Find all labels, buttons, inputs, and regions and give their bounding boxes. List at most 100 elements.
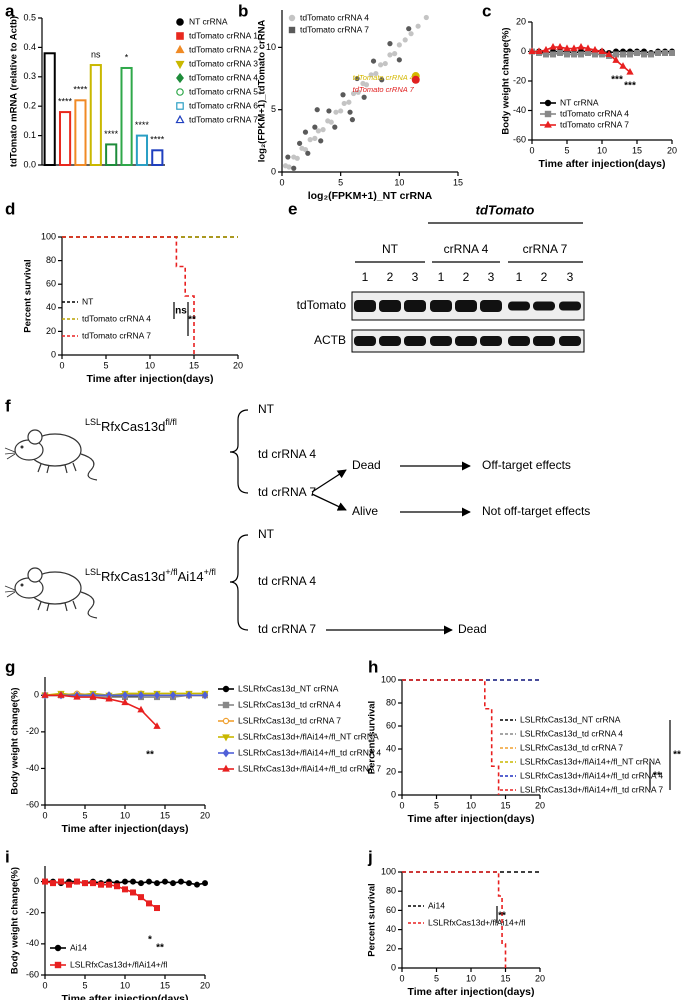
- legend-label: LSLRfxCas13d+/flAi14+/fl_NT crRNA: [520, 756, 661, 766]
- marker: [89, 692, 97, 700]
- annotation: ***: [624, 81, 636, 92]
- panel-label: b: [238, 1, 248, 20]
- y-tick-label: 20: [386, 943, 396, 953]
- y-tick-label: 80: [386, 697, 396, 707]
- marker: [549, 42, 557, 50]
- bar: [105, 143, 118, 166]
- legend-label: tdTomato crRNA 5: [189, 86, 258, 96]
- legend-label: LSLRfxCas13d+/flAi14+/fl_td crRNA 7: [238, 763, 381, 773]
- marker: [57, 878, 64, 885]
- x-tick-label: 20: [535, 800, 545, 810]
- marker: [556, 49, 563, 56]
- marker: [570, 51, 577, 58]
- x-tick-label: 20: [200, 980, 210, 990]
- x-tick-label: 15: [632, 145, 642, 155]
- marker: [178, 878, 185, 885]
- point: [302, 129, 309, 135]
- point: [333, 109, 339, 115]
- bar: [151, 149, 164, 167]
- panel-label: i: [5, 847, 10, 866]
- lane-label: 3: [412, 270, 419, 284]
- significance: ns: [91, 49, 101, 59]
- x-tick-label: 10: [466, 800, 476, 810]
- label-part: LSL: [85, 417, 101, 427]
- point: [312, 124, 318, 130]
- y-tick-label: -60: [26, 969, 39, 979]
- lane-label: 3: [488, 270, 495, 284]
- x-axis-label: Time after injection(days): [538, 158, 665, 170]
- x-tick-label: 10: [597, 145, 607, 155]
- blot-panel: e tdTomato NT crRNA 4 crRNA 7 tdTomato A…: [288, 199, 585, 353]
- legend-label: Ai14: [428, 900, 445, 910]
- legend-label: tdTomato crRNA 3: [189, 58, 258, 68]
- legend-label: Ai14: [70, 942, 87, 952]
- marker: [121, 698, 129, 706]
- y-tick-label: 40: [386, 743, 396, 753]
- x-tick-label: 15: [189, 360, 199, 370]
- y-tick-label: 0.0: [23, 159, 36, 169]
- effect: Off-target effects: [482, 458, 571, 472]
- legend-label: LSLRfxCas13d+/flAi14+/fl_NT crRNA: [238, 731, 379, 741]
- marker: [619, 51, 626, 58]
- marker: [654, 49, 661, 56]
- annotation: ns: [175, 306, 187, 317]
- marker: [222, 685, 230, 693]
- arrow: [311, 493, 347, 511]
- significance: ****: [73, 85, 88, 95]
- marker: [577, 51, 584, 58]
- series-line: [402, 871, 507, 968]
- marker: [49, 880, 56, 887]
- point: [332, 124, 338, 130]
- marker: [528, 47, 536, 55]
- x-tick-label: 5: [338, 177, 343, 187]
- x-tick-label: 5: [82, 810, 87, 820]
- panel-label: d: [5, 199, 15, 218]
- marker: [222, 717, 230, 725]
- legend-label: LSLRfxCas13d+/flAi14+/fl: [70, 959, 167, 969]
- point: [361, 94, 367, 100]
- x-axis-label: Time after injection(days): [61, 993, 188, 1000]
- highlight-point: [411, 75, 420, 84]
- marker: [619, 62, 627, 69]
- y-tick-label: 0: [34, 876, 39, 886]
- label-part: +/fl: [204, 567, 216, 577]
- marker: [175, 114, 185, 124]
- legend-label: tdTomato crRNA 6: [189, 100, 258, 110]
- point: [297, 140, 303, 146]
- marker: [542, 51, 549, 58]
- point: [355, 89, 361, 95]
- marker: [584, 44, 592, 52]
- marker: [222, 748, 230, 758]
- series-line: [62, 236, 195, 355]
- marker: [153, 722, 161, 729]
- marker: [605, 50, 613, 57]
- marker: [105, 881, 112, 888]
- marker: [138, 880, 145, 887]
- point: [379, 77, 385, 83]
- bracket: [229, 534, 249, 631]
- band: [404, 300, 426, 312]
- x-tick-label: 10: [145, 360, 155, 370]
- legend-label: LSLRfxCas13d+/flAi14+/fl_td crRNA 4: [238, 747, 381, 757]
- marker: [73, 878, 80, 885]
- legend-label: tdTomato crRNA 4: [189, 72, 258, 82]
- marker: [584, 49, 591, 56]
- marker: [222, 701, 230, 709]
- legend-label: LSLRfxCas13d+/flAi14+/fl_td crRNA 4: [520, 770, 663, 780]
- marker: [81, 880, 88, 887]
- y-axis-label: Percent survival: [367, 883, 378, 956]
- point: [363, 82, 370, 88]
- y-tick-label: 0: [521, 46, 526, 56]
- y-tick-label: -60: [26, 799, 39, 809]
- series-line: [45, 694, 158, 727]
- label-part: RfxCas13d: [101, 569, 165, 584]
- group-label: td crRNA 7: [258, 485, 316, 499]
- significance: ****: [135, 120, 150, 130]
- x-tick-label: 15: [500, 800, 510, 810]
- legend-label: NT: [82, 296, 93, 306]
- y-tick-label: 0.3: [23, 71, 36, 81]
- y-tick-label: 60: [386, 720, 396, 730]
- point: [396, 42, 402, 48]
- y-tick-label: 0.4: [23, 42, 36, 52]
